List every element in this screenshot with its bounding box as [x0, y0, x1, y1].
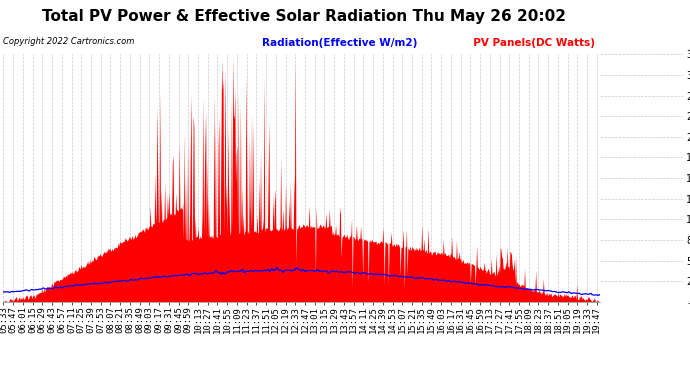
Text: Radiation(Effective W/m2): Radiation(Effective W/m2) [262, 38, 417, 48]
Text: Total PV Power & Effective Solar Radiation Thu May 26 20:02: Total PV Power & Effective Solar Radiati… [41, 9, 566, 24]
Text: PV Panels(DC Watts): PV Panels(DC Watts) [466, 38, 595, 48]
Text: Copyright 2022 Cartronics.com: Copyright 2022 Cartronics.com [3, 38, 135, 46]
